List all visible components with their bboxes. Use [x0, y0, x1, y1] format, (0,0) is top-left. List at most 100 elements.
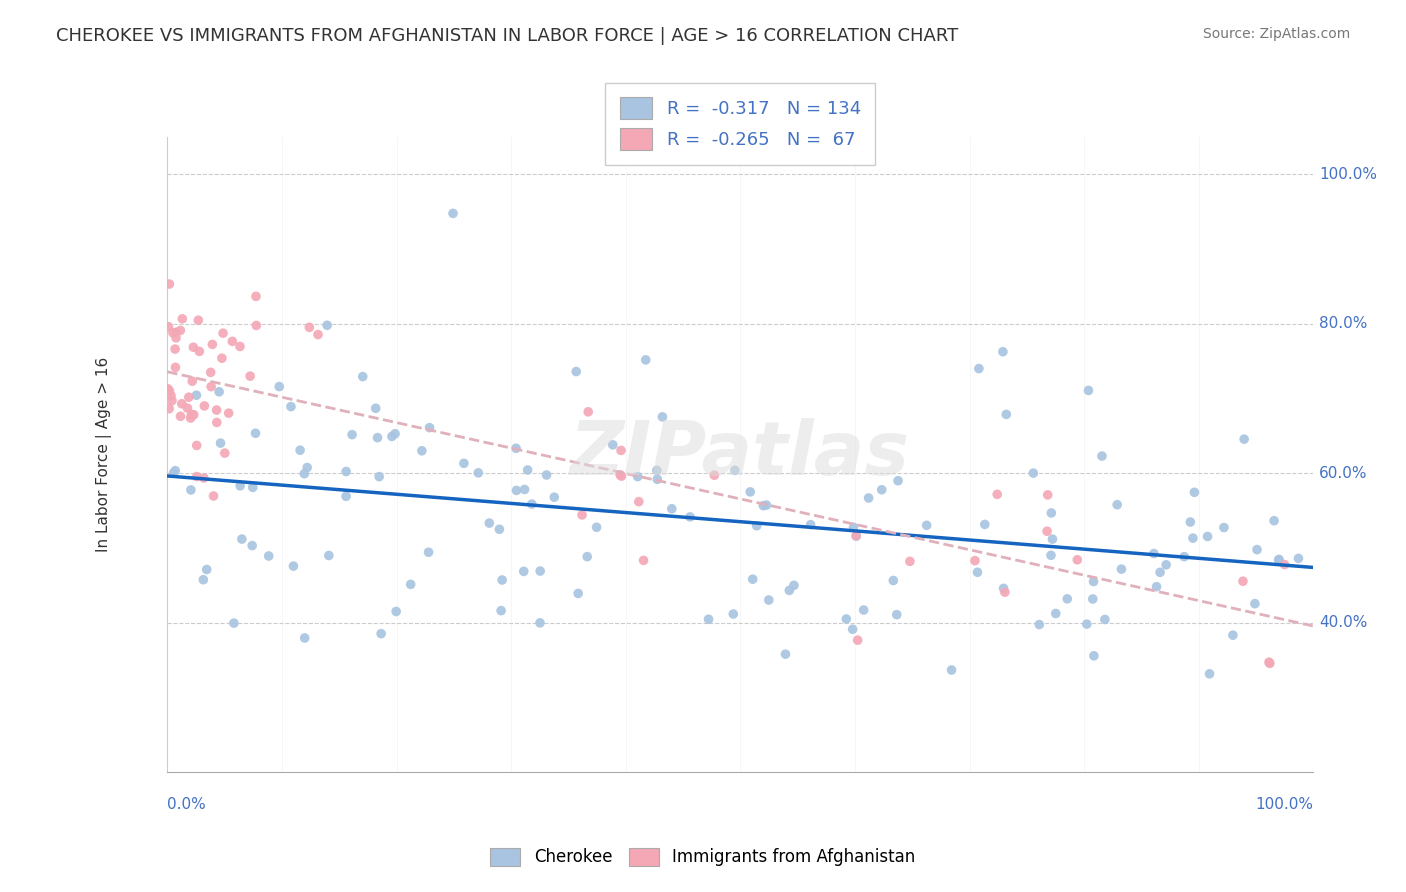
- Point: [172, 311, 194, 326]
- Text: 40.0%: 40.0%: [1319, 615, 1368, 630]
- Text: 100.0%: 100.0%: [1319, 167, 1378, 182]
- Point: [370, 626, 392, 640]
- Point: [1081, 592, 1104, 607]
- Point: [257, 549, 280, 563]
- Legend: Cherokee, Immigrants from Afghanistan: Cherokee, Immigrants from Afghanistan: [482, 839, 924, 875]
- Point: [1066, 553, 1088, 567]
- Point: [200, 365, 222, 379]
- Point: [870, 483, 893, 497]
- Point: [915, 518, 938, 533]
- Point: [352, 369, 374, 384]
- Point: [160, 393, 183, 408]
- Point: [516, 463, 538, 477]
- Point: [536, 468, 558, 483]
- Point: [1181, 531, 1204, 545]
- Point: [453, 456, 475, 470]
- Text: CHEROKEE VS IMMIGRANTS FROM AFGHANISTAN IN LABOR FORCE | AGE > 16 CORRELATION CH: CHEROKEE VS IMMIGRANTS FROM AFGHANISTAN …: [56, 27, 959, 45]
- Point: [1197, 529, 1219, 543]
- Point: [1042, 532, 1064, 546]
- Point: [1288, 551, 1310, 566]
- Point: [1263, 514, 1285, 528]
- Point: [1154, 558, 1177, 572]
- Point: [180, 483, 202, 497]
- Point: [183, 408, 205, 422]
- Point: [1268, 552, 1291, 566]
- Point: [335, 489, 357, 503]
- Point: [165, 342, 187, 356]
- Point: [543, 490, 565, 504]
- Point: [245, 289, 267, 303]
- Point: [177, 390, 200, 404]
- Point: [186, 438, 208, 452]
- Point: [183, 340, 205, 354]
- Point: [170, 397, 193, 411]
- Point: [882, 574, 904, 588]
- Point: [240, 539, 263, 553]
- Point: [340, 427, 363, 442]
- Point: [627, 469, 650, 483]
- Point: [741, 572, 763, 586]
- Point: [280, 400, 302, 414]
- Point: [724, 463, 747, 477]
- Point: [755, 498, 778, 512]
- Point: [180, 408, 202, 422]
- Point: [399, 577, 422, 591]
- Point: [229, 339, 252, 353]
- Point: [898, 554, 921, 568]
- Point: [295, 460, 318, 475]
- Point: [316, 318, 339, 333]
- Point: [214, 446, 236, 460]
- Point: [288, 443, 311, 458]
- Point: [1222, 628, 1244, 642]
- Point: [647, 472, 669, 486]
- Point: [1258, 657, 1281, 671]
- Point: [381, 429, 404, 443]
- Point: [307, 327, 329, 342]
- Point: [941, 663, 963, 677]
- Text: 0.0%: 0.0%: [167, 797, 207, 813]
- Text: 100.0%: 100.0%: [1256, 797, 1313, 813]
- Point: [986, 487, 1008, 501]
- Point: [845, 529, 868, 543]
- Point: [165, 326, 187, 340]
- Point: [1083, 574, 1105, 589]
- Point: [201, 337, 224, 351]
- Point: [740, 484, 762, 499]
- Point: [205, 403, 228, 417]
- Point: [491, 573, 513, 587]
- Text: ZIPatlas: ZIPatlas: [571, 418, 911, 491]
- Point: [991, 344, 1014, 359]
- Point: [852, 603, 875, 617]
- Point: [200, 379, 222, 393]
- Point: [1244, 597, 1267, 611]
- Point: [193, 471, 215, 485]
- Point: [478, 516, 501, 530]
- Point: [610, 469, 633, 483]
- Point: [1267, 553, 1289, 567]
- Point: [208, 384, 231, 399]
- Point: [209, 436, 232, 450]
- Point: [994, 585, 1017, 599]
- Point: [335, 465, 357, 479]
- Point: [1258, 655, 1281, 669]
- Point: [1213, 520, 1236, 534]
- Point: [180, 411, 202, 425]
- Point: [758, 593, 780, 607]
- Point: [318, 549, 340, 563]
- Point: [229, 479, 252, 493]
- Point: [1022, 466, 1045, 480]
- Point: [157, 277, 180, 291]
- Point: [1094, 612, 1116, 626]
- Point: [156, 382, 179, 396]
- Point: [467, 466, 489, 480]
- Point: [211, 351, 233, 366]
- Point: [576, 405, 599, 419]
- Point: [1076, 617, 1098, 632]
- Point: [245, 318, 267, 333]
- Point: [181, 374, 204, 388]
- Point: [411, 443, 433, 458]
- Point: [963, 554, 986, 568]
- Point: [1045, 607, 1067, 621]
- Point: [993, 582, 1015, 596]
- Point: [368, 469, 391, 483]
